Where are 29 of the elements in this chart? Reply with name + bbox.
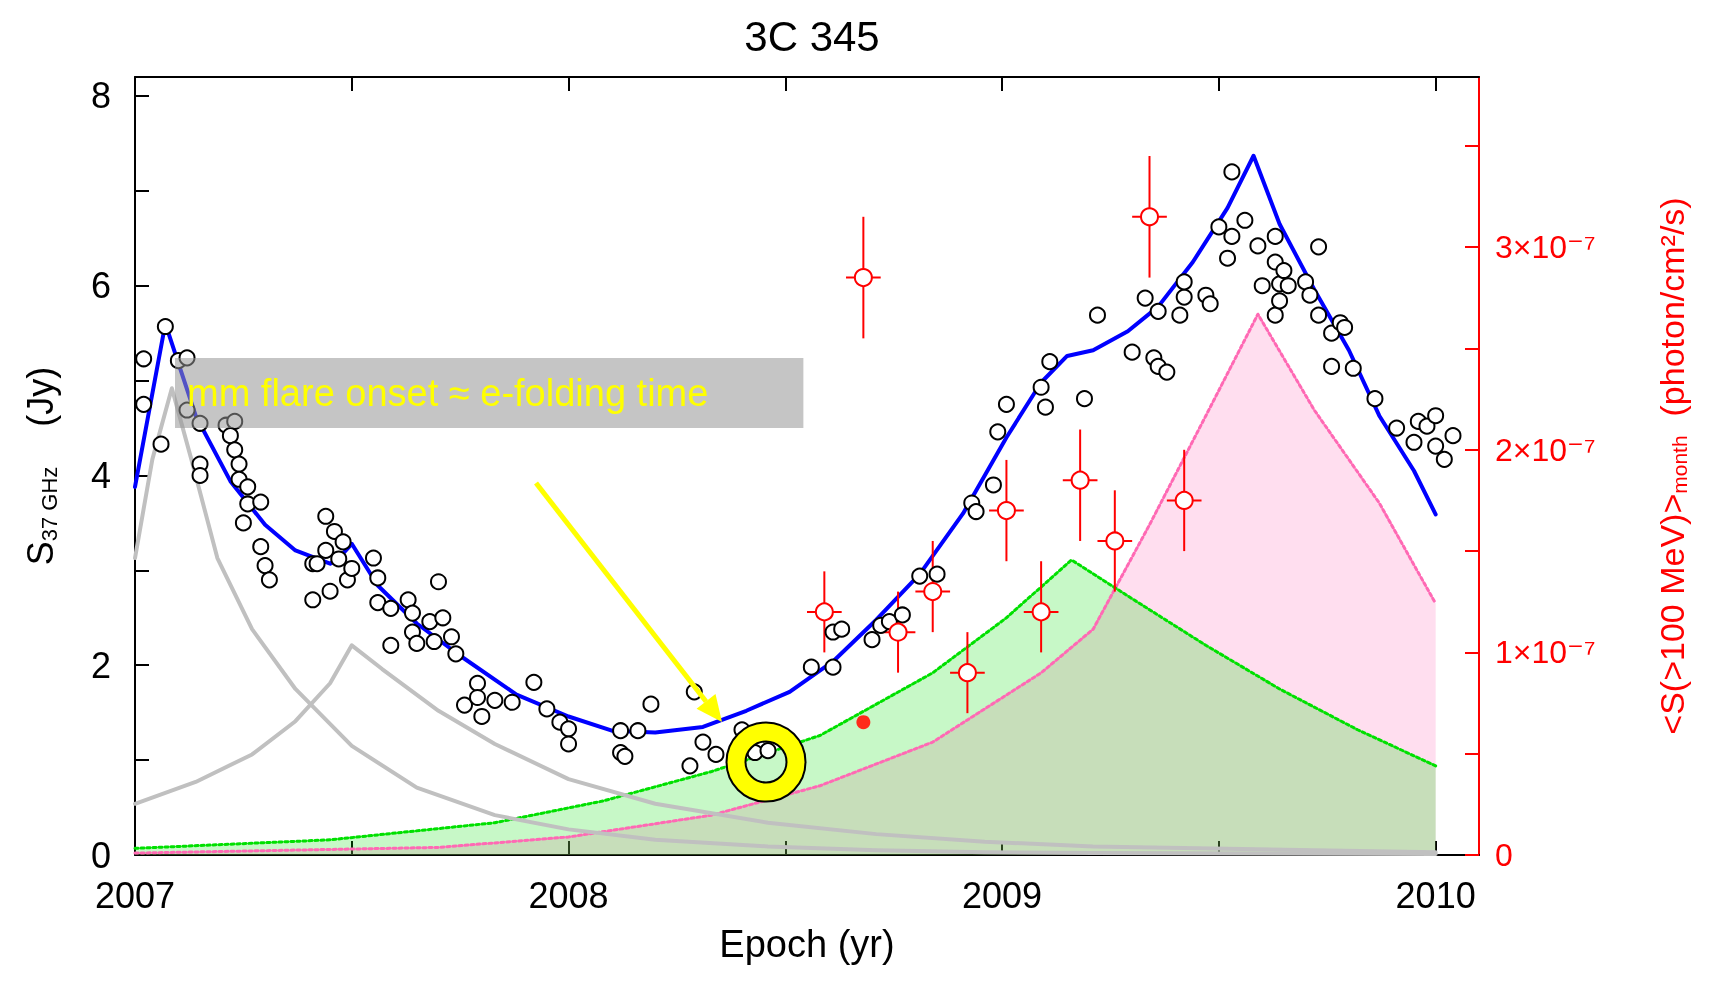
chart-title: 3C 345	[744, 12, 880, 60]
x-tick-label: 2010	[1395, 874, 1476, 916]
y-tick-label: 0	[90, 834, 111, 876]
y2-tick-label: 1×10⁻⁷	[1495, 634, 1596, 671]
text: S37 GHz (Jy)	[20, 366, 62, 566]
x-tick-label: 2009	[962, 874, 1043, 916]
x-tick-label: 2007	[94, 874, 176, 916]
y-tick-label: 4	[90, 454, 111, 496]
point	[1070, 470, 1090, 490]
point	[923, 582, 943, 602]
y2-tick-label: 2×10⁻⁷	[1495, 431, 1596, 468]
point	[814, 602, 834, 622]
y-tick-label: 6	[90, 265, 111, 307]
point	[1174, 490, 1194, 510]
y-tick-label: 8	[90, 75, 111, 117]
point	[996, 501, 1016, 521]
y-tick-label: 2	[90, 644, 111, 686]
x-axis-title: Epoch (yr)	[719, 923, 895, 965]
point	[1105, 531, 1125, 551]
point	[1031, 602, 1051, 622]
annotation: mm flare onset ≈ e-folding time	[187, 372, 709, 414]
y2-tick-label: 0	[1495, 837, 1513, 873]
point	[853, 268, 873, 288]
y2-tick-label: 3×10⁻⁷	[1495, 229, 1596, 266]
x-tick-label: 2008	[528, 874, 609, 916]
point	[888, 622, 908, 642]
point	[1140, 207, 1159, 227]
point	[957, 663, 977, 683]
y2-axis-title: <S(>100 MeV)>month (photon/cm²/s)	[1653, 197, 1692, 735]
